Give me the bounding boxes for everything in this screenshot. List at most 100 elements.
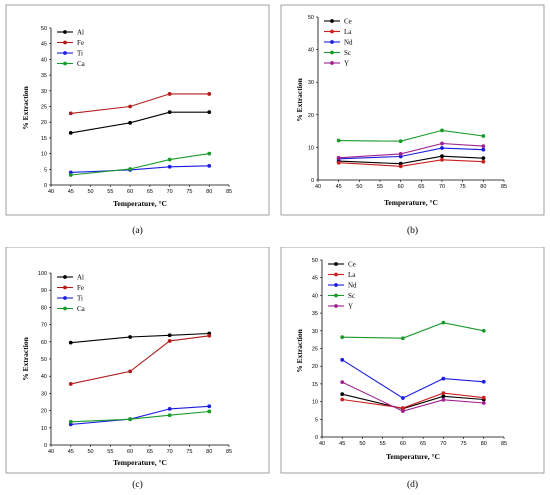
legend-marker-b-ce xyxy=(330,19,334,23)
data-point-d-sc xyxy=(441,320,446,325)
x-tick-label-b: 60 xyxy=(398,184,404,190)
x-tick-label-c: 75 xyxy=(186,449,192,455)
data-point-d-sc xyxy=(340,335,345,340)
series-line-d-la xyxy=(342,392,484,409)
panel-frame-d xyxy=(280,247,545,474)
data-point-d-y xyxy=(481,401,486,405)
series-line-c-al xyxy=(70,332,210,344)
data-point-c-fe xyxy=(68,382,73,386)
x-tick-label-d: 85 xyxy=(501,441,507,447)
data-point-b-la xyxy=(440,157,444,162)
x-axis-title-d: Temperature, °C xyxy=(386,452,440,461)
panel-frame-a xyxy=(5,4,270,216)
y-tick-label-a: 45 xyxy=(41,42,47,48)
legend-marker-c-al xyxy=(63,275,67,279)
y-tick-label-c: 70 xyxy=(41,323,47,329)
data-point-d-sc xyxy=(400,336,405,341)
y-tick-label-d: 15 xyxy=(312,382,318,388)
y-tick-label-a: 25 xyxy=(41,105,47,111)
data-point-c-ca xyxy=(68,419,73,424)
series-line-b-nd xyxy=(338,147,484,160)
x-tick-label-c: 85 xyxy=(226,449,232,455)
data-point-b-la xyxy=(481,159,486,164)
data-point-a-fe xyxy=(207,92,212,96)
chart-a-svg: 40 45 50 55 60 65 70 75 80 85 0 5 10 15 20 25 30 35 40 45 50… xyxy=(5,4,270,216)
data-point-d-nd xyxy=(481,379,486,384)
chart-d-svg: 40 45 50 55 60 65 70 75 80 85 0 5 10 15 20 25 30 35 40 45 50… xyxy=(280,247,545,474)
y-tick-label-d: 40 xyxy=(312,293,318,299)
data-point-d-la xyxy=(400,406,405,410)
x-tick-label-d: 45 xyxy=(339,441,345,447)
data-point-a-ca xyxy=(207,151,212,156)
y-tick-label-b: 50 xyxy=(308,15,314,21)
data-point-b-sc xyxy=(440,128,444,133)
series-line-b-ce xyxy=(338,155,484,165)
y-tick-label-c: 0 xyxy=(44,443,47,449)
legend-label-b-nd: Nd xyxy=(344,39,353,47)
series-line-d-y xyxy=(341,381,484,412)
x-tick-label-d: 80 xyxy=(481,441,487,447)
legend-label-b-y: Y xyxy=(344,60,349,68)
x-tick-label-a: 40 xyxy=(48,189,54,195)
series-line-b-y xyxy=(338,142,484,159)
x-tick-label-a: 60 xyxy=(127,189,133,195)
data-point-b-sc xyxy=(481,134,486,138)
y-tick-label-c: 100 xyxy=(38,271,47,277)
x-tick-label-c: 80 xyxy=(206,449,212,455)
x-tick-label-c: 55 xyxy=(107,449,113,455)
legend-label-c-al: Al xyxy=(77,274,84,282)
y-tick-label-d: 20 xyxy=(312,364,318,370)
legend-label-d-ce: Ce xyxy=(348,261,356,269)
x-tick-label-d: 55 xyxy=(380,441,386,447)
data-point-c-fe xyxy=(207,333,212,338)
x-tick-label-c: 70 xyxy=(167,449,173,455)
series-line-a-ca xyxy=(70,153,210,176)
y-tick-label-a: 15 xyxy=(41,136,47,142)
data-point-d-la xyxy=(340,397,345,402)
x-tick-label-c: 50 xyxy=(87,449,93,455)
data-point-a-al xyxy=(68,130,73,135)
series-line-a-fe xyxy=(70,93,210,114)
y-axis-title-b: % Extraction xyxy=(295,77,304,121)
data-point-c-fe xyxy=(167,339,172,343)
legend-label-b-ce: Ce xyxy=(344,18,352,26)
legend-label-b-la: La xyxy=(344,28,352,36)
series-line-c-ca xyxy=(70,410,210,423)
caption-a: (a) xyxy=(132,226,143,236)
y-tick-label-a: 10 xyxy=(41,152,47,158)
data-point-d-sc xyxy=(481,328,486,333)
x-tick-label-c: 65 xyxy=(147,449,153,455)
series-line-b-la xyxy=(338,159,484,167)
data-point-b-ce xyxy=(440,154,444,159)
data-point-a-fe xyxy=(167,92,172,96)
y-tick-label-a: 30 xyxy=(41,89,47,95)
legend-marker-a-ti xyxy=(63,51,67,55)
x-tick-label-d: 40 xyxy=(319,441,325,447)
y-tick-label-d: 50 xyxy=(312,258,318,264)
x-tick-label-a: 80 xyxy=(206,189,212,195)
legend-label-d-nd: Nd xyxy=(348,282,357,290)
x-axis-title-a: Temperature, °C xyxy=(113,199,167,208)
data-point-d-la xyxy=(441,391,446,396)
legend-label-d-la: La xyxy=(348,271,356,279)
chart-c-svg: 40 45 50 55 60 65 70 75 80 85 0 10 20 30 40 50 60 70 80 90 1… xyxy=(5,247,270,474)
data-point-c-ca xyxy=(207,409,212,414)
x-tick-label-d: 75 xyxy=(460,441,466,447)
legend-marker-c-ti xyxy=(63,296,67,300)
y-axis-title-d: % Extraction xyxy=(295,328,304,372)
y-tick-label-b: 20 xyxy=(308,113,314,119)
data-point-c-al xyxy=(68,340,73,345)
legend-marker-d-sc xyxy=(334,293,338,298)
y-axis-title-a: % Extraction xyxy=(21,85,30,129)
y-tick-label-a: 5 xyxy=(44,167,47,173)
legend-marker-a-ca xyxy=(63,61,67,66)
y-tick-label-a: 50 xyxy=(41,26,47,32)
data-point-a-al xyxy=(167,110,172,115)
x-tick-label-b: 45 xyxy=(336,184,342,190)
x-tick-label-b: 50 xyxy=(356,184,362,190)
x-tick-label-b: 65 xyxy=(418,184,424,190)
legend-label-b-sc: Sc xyxy=(344,49,351,57)
series-line-d-nd xyxy=(341,359,484,399)
legend-marker-d-y xyxy=(334,304,338,308)
data-point-b-sc xyxy=(336,138,341,143)
